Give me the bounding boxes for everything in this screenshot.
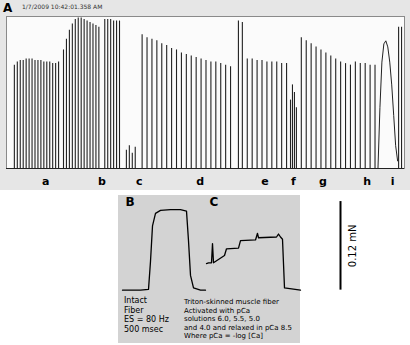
svg-text:e: e	[261, 175, 268, 188]
html-text:A: A	[3, 1, 13, 15]
svg-text:c: c	[136, 175, 143, 188]
svg-text:i: i	[391, 175, 395, 188]
svg-text:B: B	[126, 195, 135, 209]
html-text:solutions 6.0, 5.5, 5.0: solutions 6.0, 5.5, 5.0	[184, 315, 260, 323]
html-text:Triton-skinned muscle fiber: Triton-skinned muscle fiber	[184, 298, 279, 306]
svg-text:g: g	[319, 175, 327, 188]
html-text:Where pCa = -log [Ca]: Where pCa = -log [Ca]	[184, 332, 263, 340]
svg-text:b: b	[98, 175, 106, 188]
svg-text:a: a	[42, 175, 49, 188]
html-text:Activated with pCa: Activated with pCa	[184, 306, 251, 315]
svg-text:d: d	[196, 175, 204, 188]
svg-text:C: C	[210, 195, 219, 209]
svg-text:h: h	[363, 175, 371, 188]
svg-text:0.12 mN: 0.12 mN	[347, 225, 358, 268]
html-text:and 4.0 and relaxed in pCa 8.5: and 4.0 and relaxed in pCa 8.5	[184, 323, 292, 332]
html-text:Fiber: Fiber	[124, 305, 144, 315]
svg-text:f: f	[291, 175, 296, 188]
html-text:1/7/2009 10:42:01.358 AM: 1/7/2009 10:42:01.358 AM	[22, 3, 103, 10]
html-text:Intact: Intact	[124, 296, 147, 305]
html-text:500 msec: 500 msec	[124, 324, 164, 334]
html-text:ES = 80 Hz: ES = 80 Hz	[124, 315, 169, 324]
